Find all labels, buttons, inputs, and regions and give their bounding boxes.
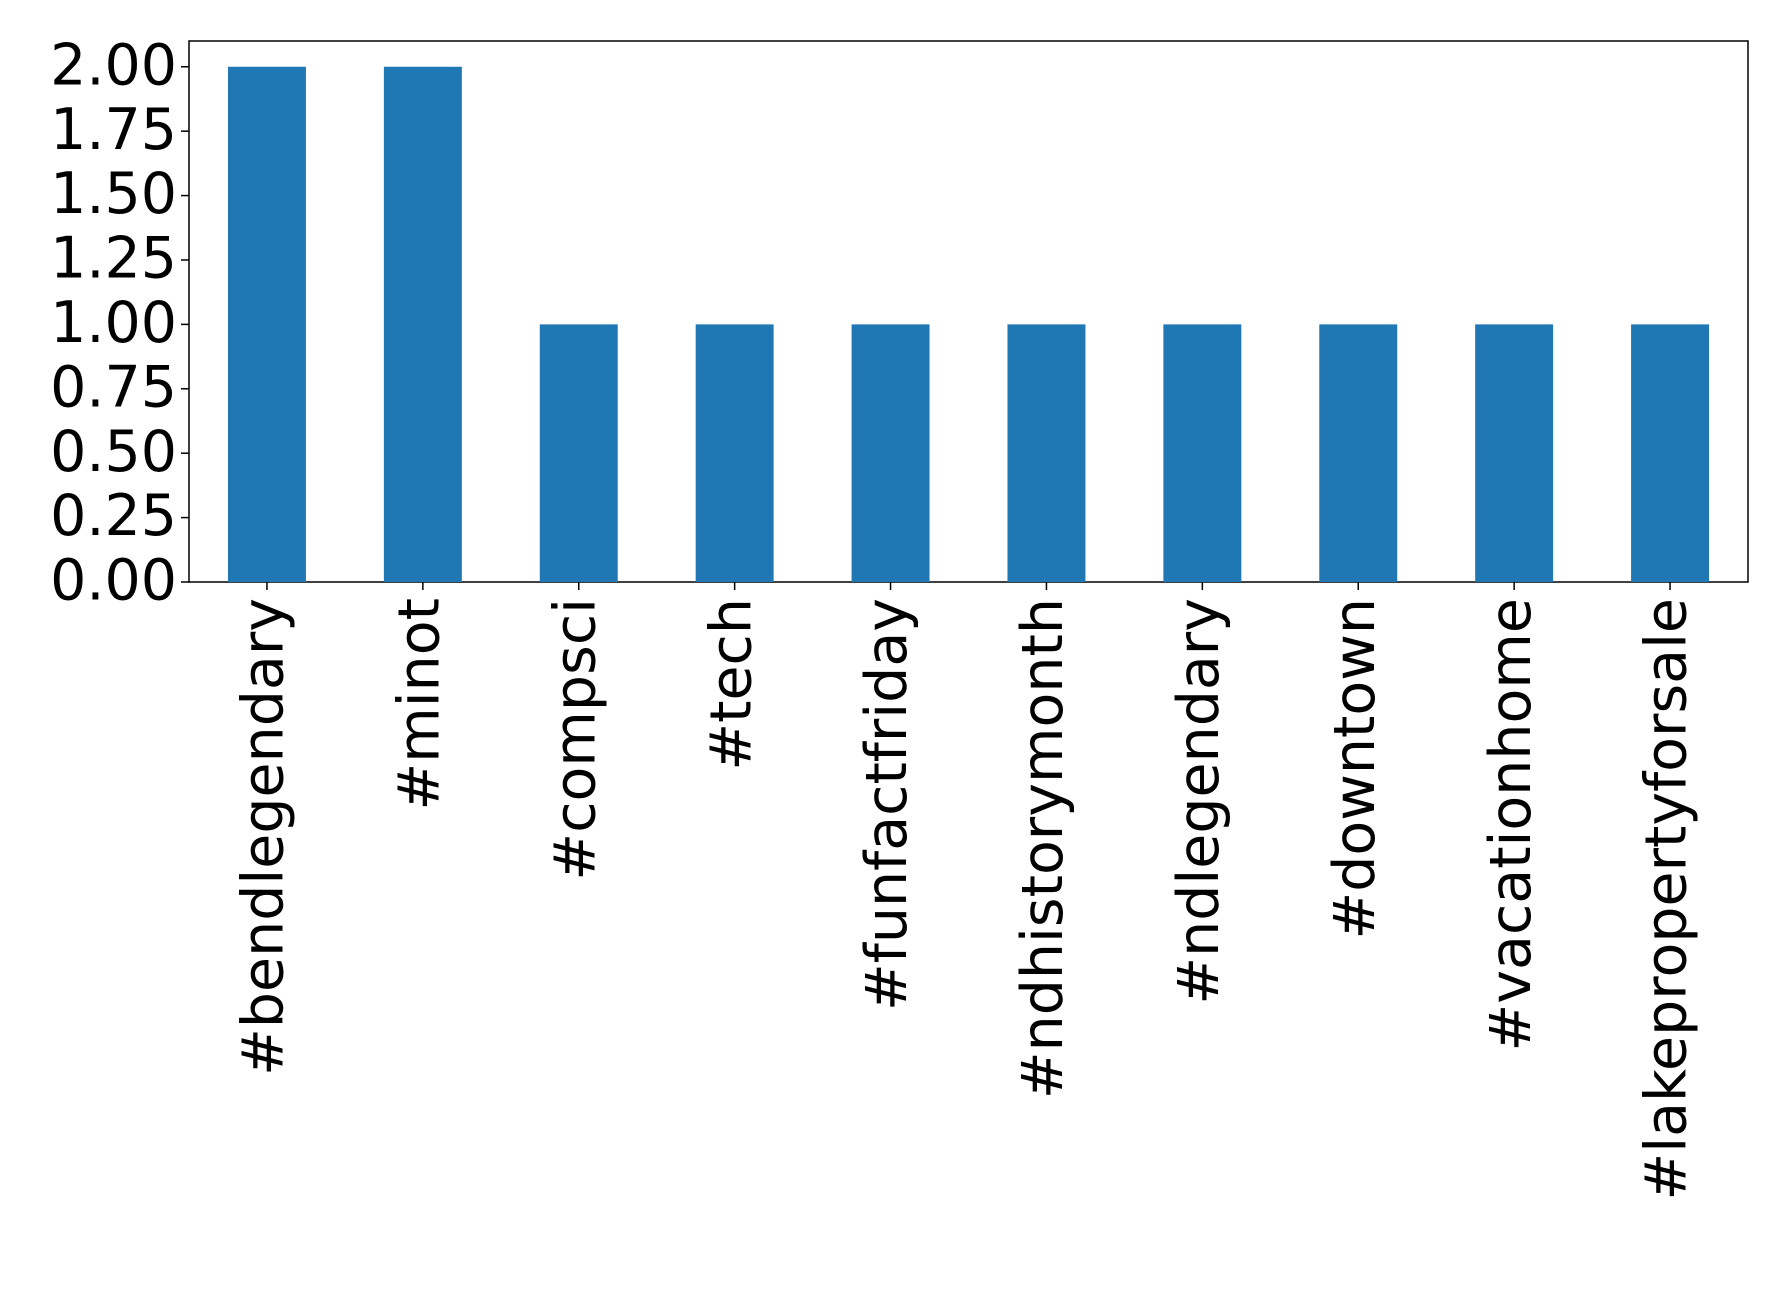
x-tick-label: #vacationhome (1478, 598, 1544, 1051)
x-tick-label: #minot (386, 598, 452, 810)
y-tick-label: 1.50 (50, 161, 177, 227)
plot-frame (188, 40, 1749, 583)
x-tick-label: #funfactfriday (854, 598, 920, 1011)
bar (1163, 324, 1242, 582)
x-tick-label: #tech (698, 598, 764, 771)
y-tick-label: 2.00 (50, 32, 177, 98)
bar (1631, 324, 1710, 582)
bar (1319, 324, 1398, 582)
y-tick-label: 0.25 (50, 483, 177, 549)
bar (1007, 324, 1086, 582)
bar (1475, 324, 1554, 582)
y-tick-label: 1.00 (50, 290, 177, 356)
bar (695, 324, 774, 582)
x-tick-label: #downtown (1322, 598, 1388, 940)
y-tick-label: 0.00 (50, 548, 177, 614)
y-tick-label: 1.25 (50, 226, 177, 292)
x-tick-label: #compsci (542, 598, 608, 881)
x-tick-label: #ndlegendary (1166, 598, 1232, 1005)
bar (851, 324, 930, 582)
bar (383, 66, 462, 582)
y-tick-label: 0.75 (50, 354, 177, 420)
x-tick-label: #ndhistorymonth (1010, 598, 1076, 1099)
x-tick-label: #lakepropertyforsale (1634, 598, 1700, 1200)
bar (539, 324, 618, 582)
x-tick-label: #bendlegendary (231, 598, 297, 1076)
bar (227, 66, 306, 582)
y-tick-label: 0.50 (50, 419, 177, 485)
y-tick-label: 1.75 (50, 97, 177, 163)
